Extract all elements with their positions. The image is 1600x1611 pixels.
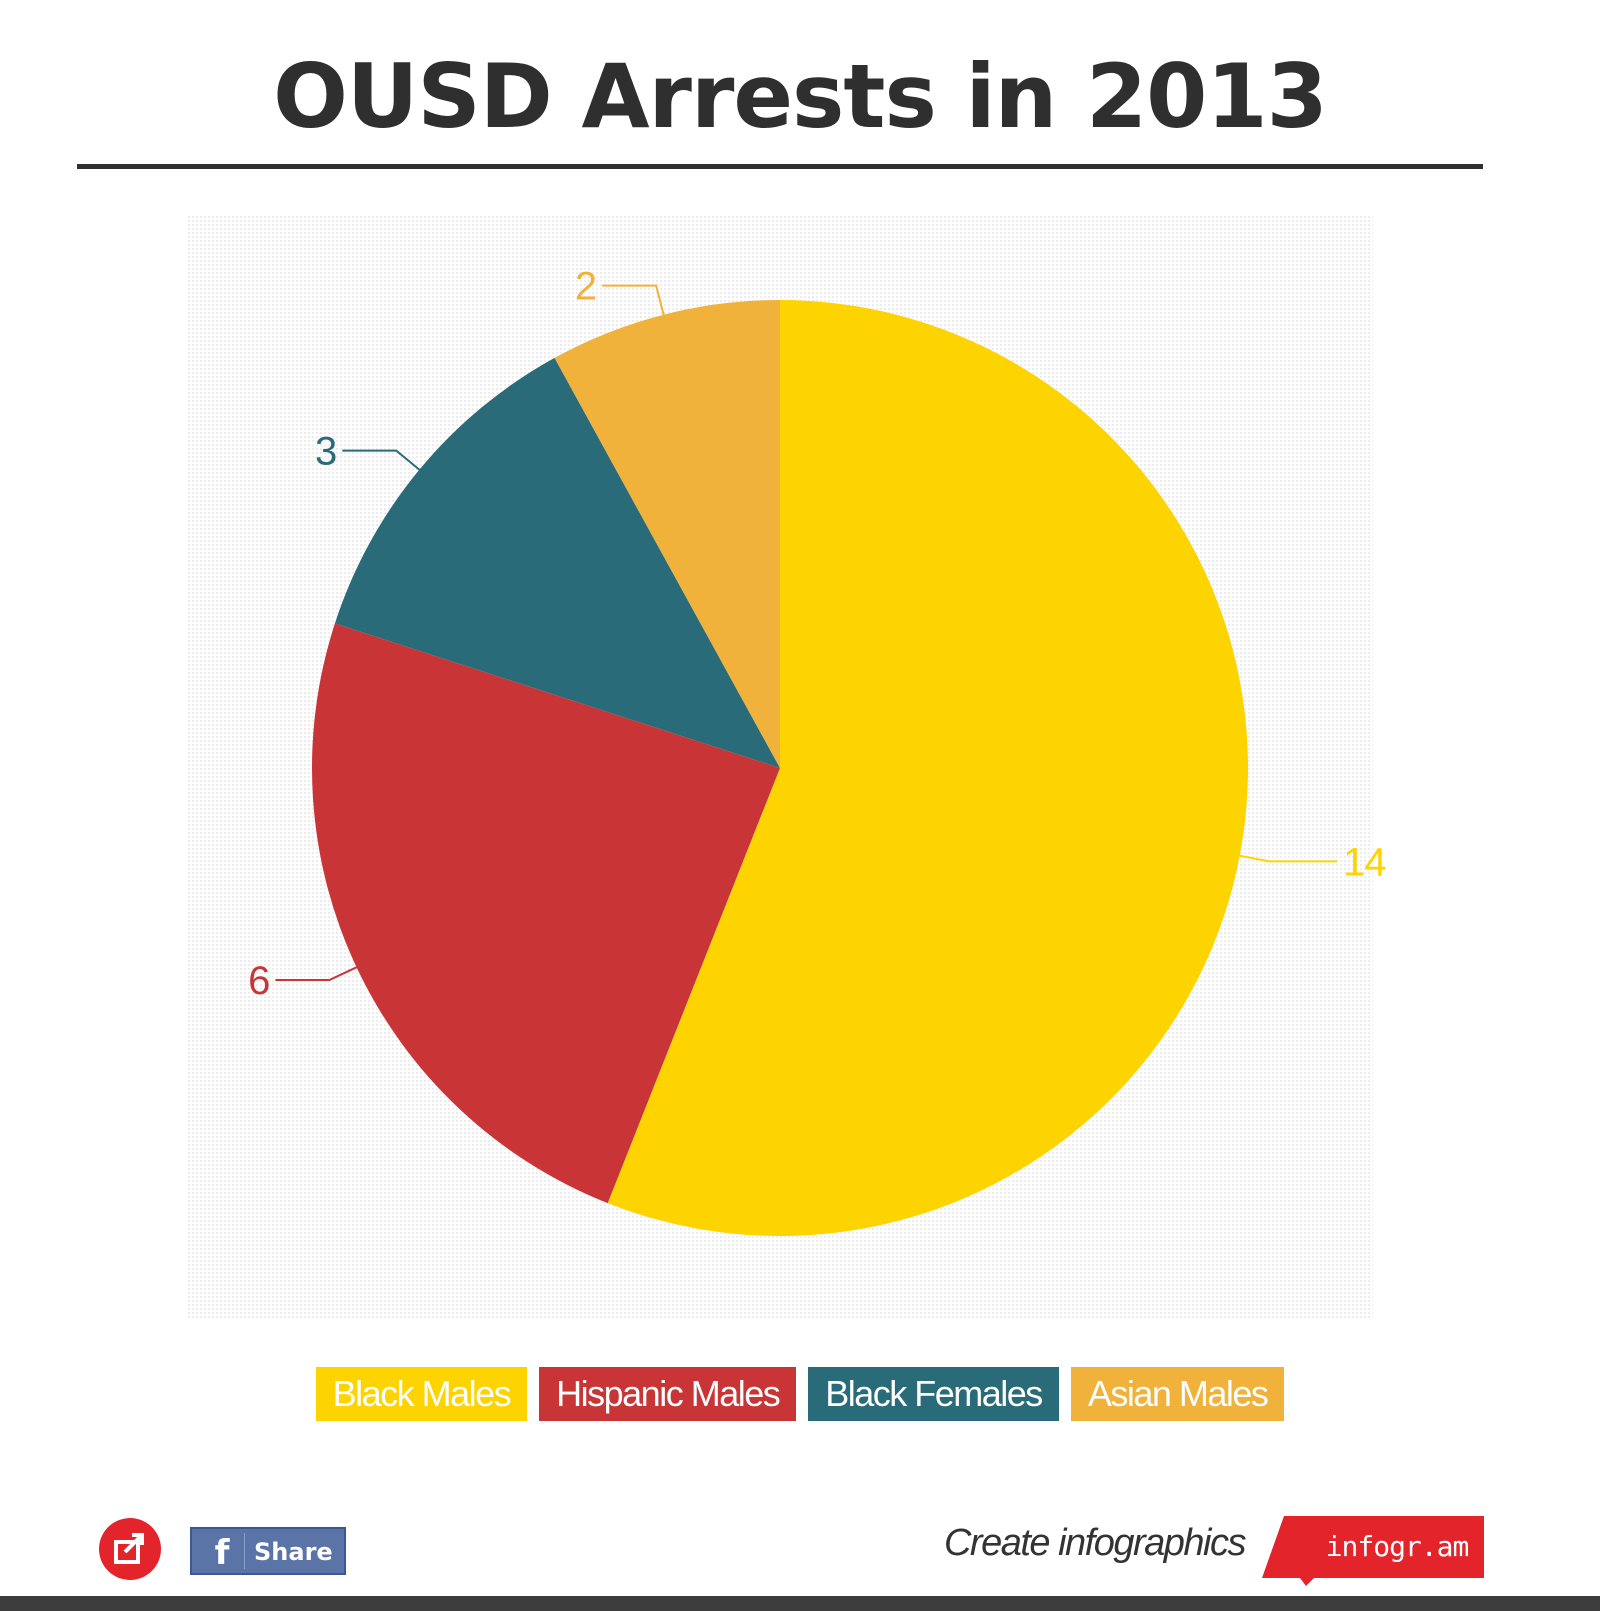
legend-item-black-females[interactable]: Black Females xyxy=(808,1367,1059,1421)
facebook-share-button[interactable]: f Share xyxy=(190,1527,346,1575)
pie-data-labels: 14 6 3 2 xyxy=(248,265,1387,1003)
infogram-badge[interactable]: infogr.am xyxy=(1262,1516,1484,1586)
facebook-icon: f xyxy=(214,1533,230,1573)
leader-line xyxy=(275,965,359,982)
share-icon xyxy=(114,1533,144,1564)
pie-chart: 14 6 3 2 xyxy=(187,216,1387,1320)
pie-slice-asian-males[interactable] xyxy=(554,300,780,768)
leader-line xyxy=(1237,854,1338,863)
legend-item-hispanic-males[interactable]: Hispanic Males xyxy=(539,1367,797,1421)
pie-slice-black-males[interactable] xyxy=(607,300,1248,1236)
infogram-logo-text: infogr.am xyxy=(1325,1530,1470,1563)
legend-item-black-males[interactable]: Black Males xyxy=(315,1367,528,1421)
data-label: 14 xyxy=(1343,840,1386,884)
chart-title: OUSD Arrests in 2013 xyxy=(273,45,1328,148)
data-label: 6 xyxy=(248,959,269,1003)
pie-slices xyxy=(312,300,1248,1236)
data-label: 2 xyxy=(575,265,596,309)
share-button[interactable] xyxy=(99,1518,161,1580)
facebook-share-label: Share xyxy=(254,1538,333,1566)
chart-legend: Black Males Hispanic Males Black Females As… xyxy=(0,1367,1600,1421)
pie-slice-hispanic-males[interactable] xyxy=(312,623,780,1204)
bottom-scrollbar[interactable] xyxy=(0,1596,1600,1611)
leader-line xyxy=(602,284,666,317)
legend-item-asian-males[interactable]: Asian Males xyxy=(1070,1367,1285,1421)
create-infographics-link[interactable]: Create infographics xyxy=(943,1522,1247,1564)
title-divider xyxy=(77,164,1483,169)
pie-slice-black-females[interactable] xyxy=(334,357,780,768)
facebook-button-divider xyxy=(244,1533,245,1569)
infogram-logo-shape xyxy=(1262,1516,1484,1586)
data-label: 3 xyxy=(315,430,336,474)
leader-line xyxy=(342,449,422,472)
